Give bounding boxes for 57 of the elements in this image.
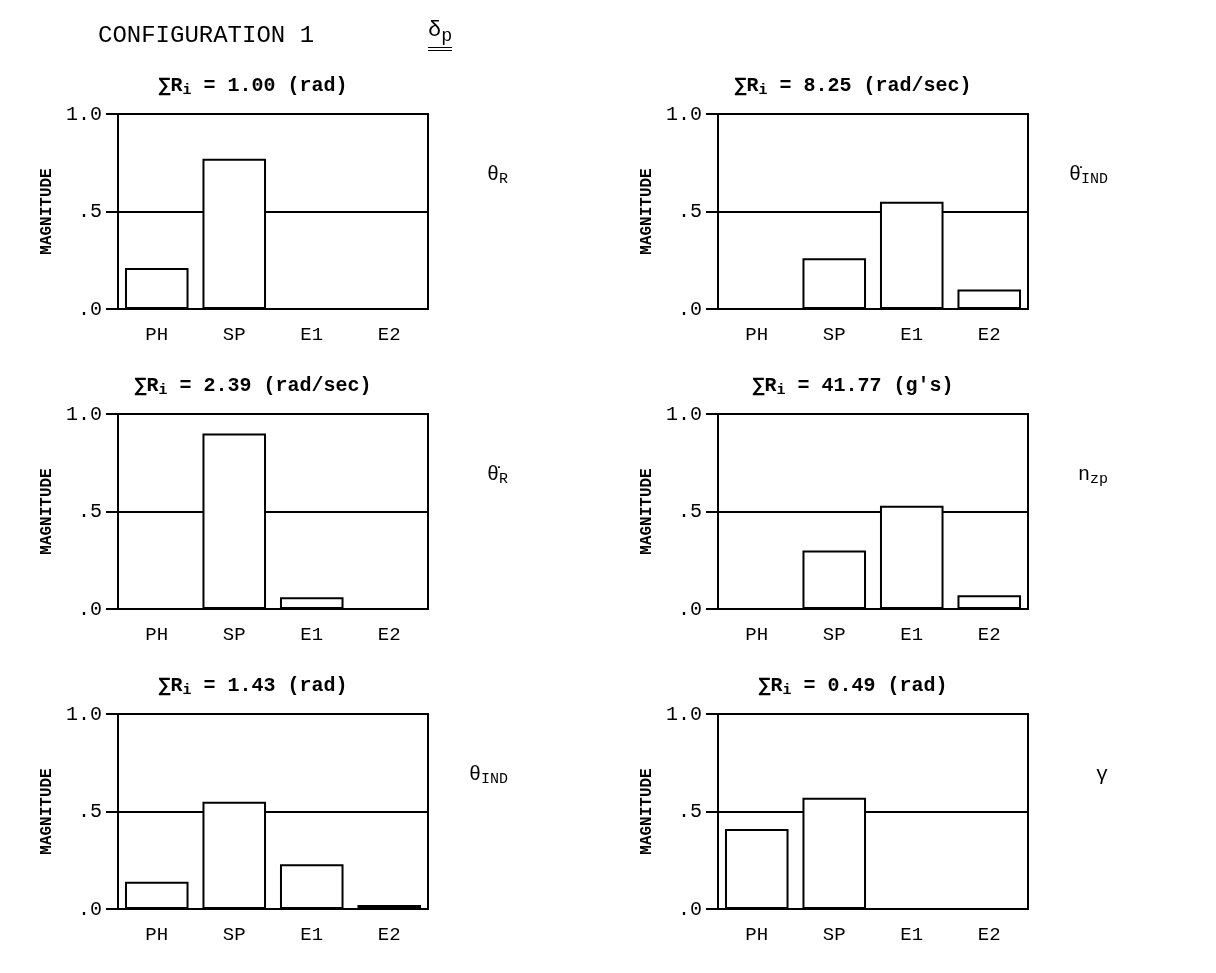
x-tick-label: E1: [300, 923, 324, 946]
x-tick-label: SP: [822, 623, 846, 646]
y-tick-label: .5: [677, 800, 702, 823]
text: CONFIGURATION 1: [98, 22, 315, 49]
bar: [957, 289, 1022, 309]
y-tick-label: .5: [677, 500, 702, 523]
y-tick-label: .5: [677, 200, 702, 223]
x-tick-label: PH: [145, 923, 169, 946]
y-tick-label: .0: [677, 597, 702, 621]
y-tick-label: .0: [77, 297, 102, 321]
x-tick-label: E2: [377, 323, 401, 346]
y-tick-label: .5: [77, 200, 102, 223]
y-tick-label: 1.0: [665, 102, 702, 126]
x-tick-label: SP: [822, 323, 846, 346]
x-tick-label: PH: [745, 323, 769, 346]
y-axis-title: MAGNITUDE: [38, 168, 57, 255]
y-tick-label: 1.0: [65, 402, 102, 426]
y-axis-title: MAGNITUDE: [38, 768, 57, 855]
y-tick-label: 1.0: [665, 402, 702, 426]
y-tick-label: 1.0: [65, 102, 102, 126]
x-tick-label: SP: [822, 923, 846, 946]
x-tick-label: E2: [377, 623, 401, 646]
y-axis-title: MAGNITUDE: [38, 468, 57, 555]
y-tick-label: .0: [677, 897, 702, 921]
bar: [124, 881, 189, 909]
bar: [802, 550, 867, 609]
x-tick-label: PH: [145, 323, 169, 346]
y-axis-title: MAGNITUDE: [638, 468, 657, 555]
x-tick-label: E2: [977, 623, 1001, 646]
x-tick-label: E1: [900, 323, 924, 346]
y-tick-label: .0: [77, 597, 102, 621]
y-tick-label: .0: [77, 897, 102, 921]
x-tick-label: E2: [977, 323, 1001, 346]
y-axis-title: MAGNITUDE: [638, 768, 657, 855]
text: δ$_{p}$: [428, 18, 453, 52]
x-tick-label: PH: [745, 923, 769, 946]
bar: [279, 864, 344, 909]
y-tick-label: 1.0: [665, 702, 702, 726]
bar: [957, 595, 1022, 609]
y-tick-label: .5: [77, 500, 102, 523]
x-tick-label: PH: [145, 623, 169, 646]
x-tick-label: E1: [300, 623, 324, 646]
x-tick-label: E1: [900, 623, 924, 646]
x-tick-label: E2: [977, 923, 1001, 946]
x-tick-label: E2: [377, 923, 401, 946]
x-tick-label: SP: [222, 323, 246, 346]
y-tick-label: .5: [77, 800, 102, 823]
text: γ: [1096, 762, 1109, 786]
bar: [802, 258, 867, 309]
y-axis-title: MAGNITUDE: [638, 168, 657, 255]
x-tick-label: PH: [745, 623, 769, 646]
x-tick-label: E1: [300, 323, 324, 346]
x-tick-label: SP: [222, 623, 246, 646]
x-tick-label: SP: [222, 923, 246, 946]
y-tick-label: 1.0: [65, 702, 102, 726]
y-tick-label: .0: [677, 297, 702, 321]
x-tick-label: E1: [900, 923, 924, 946]
